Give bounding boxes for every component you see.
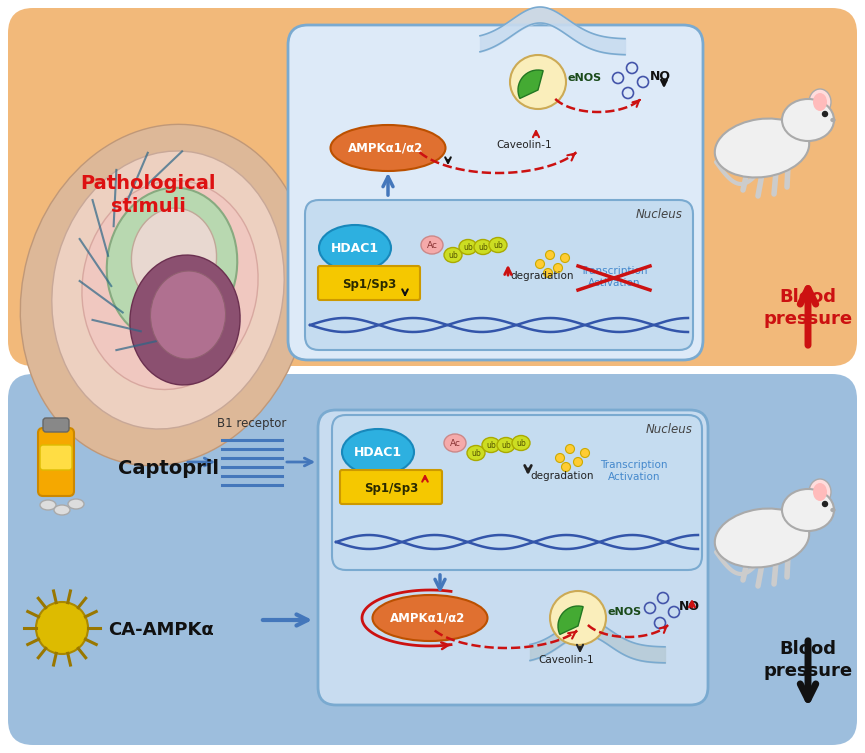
Text: CA-AMPKα: CA-AMPKα (108, 621, 214, 639)
Ellipse shape (831, 118, 835, 121)
Ellipse shape (131, 208, 216, 308)
Text: HDAC1: HDAC1 (331, 242, 379, 255)
Ellipse shape (561, 254, 569, 263)
Ellipse shape (130, 255, 240, 385)
Ellipse shape (52, 151, 285, 429)
Text: Ac: Ac (450, 438, 460, 447)
FancyBboxPatch shape (38, 428, 74, 496)
Text: Blood
pressure: Blood pressure (764, 640, 853, 680)
Ellipse shape (474, 239, 492, 255)
Ellipse shape (489, 237, 507, 252)
Ellipse shape (54, 505, 70, 515)
Ellipse shape (106, 187, 237, 343)
Ellipse shape (823, 111, 828, 117)
Text: Sp1/Sp3: Sp1/Sp3 (364, 481, 418, 495)
Text: ub: ub (471, 449, 481, 458)
Ellipse shape (319, 225, 391, 271)
Ellipse shape (68, 499, 84, 509)
Text: Nucleus: Nucleus (636, 208, 683, 221)
FancyBboxPatch shape (43, 418, 69, 432)
Ellipse shape (543, 269, 553, 278)
Text: Nucleus: Nucleus (646, 423, 693, 436)
FancyBboxPatch shape (288, 25, 703, 360)
Ellipse shape (714, 118, 810, 178)
Text: Caveolin-1: Caveolin-1 (497, 140, 552, 150)
Ellipse shape (823, 501, 828, 507)
Ellipse shape (714, 508, 810, 568)
FancyBboxPatch shape (318, 266, 420, 300)
Text: Transcription
Activation: Transcription Activation (600, 460, 668, 482)
Ellipse shape (330, 125, 445, 171)
Ellipse shape (782, 99, 834, 141)
Ellipse shape (421, 236, 443, 254)
Text: eNOS: eNOS (568, 73, 602, 83)
Ellipse shape (444, 248, 462, 263)
Ellipse shape (561, 462, 571, 471)
FancyBboxPatch shape (340, 470, 442, 504)
Ellipse shape (573, 458, 582, 467)
Ellipse shape (482, 437, 500, 453)
Ellipse shape (373, 595, 488, 641)
Text: HDAC1: HDAC1 (354, 446, 402, 459)
Ellipse shape (342, 429, 414, 475)
Text: Sp1/Sp3: Sp1/Sp3 (342, 278, 396, 291)
FancyBboxPatch shape (332, 415, 702, 570)
Text: ub: ub (463, 242, 473, 252)
Ellipse shape (151, 271, 226, 359)
Text: Ac: Ac (426, 240, 438, 249)
Ellipse shape (550, 591, 606, 645)
Ellipse shape (782, 489, 834, 531)
FancyBboxPatch shape (8, 8, 857, 366)
Text: NO: NO (679, 600, 700, 614)
Wedge shape (558, 606, 583, 635)
Ellipse shape (813, 93, 827, 111)
Text: ub: ub (478, 242, 488, 252)
Ellipse shape (444, 434, 466, 452)
Ellipse shape (555, 453, 565, 462)
FancyBboxPatch shape (305, 200, 693, 350)
Ellipse shape (512, 435, 530, 450)
Text: ub: ub (501, 441, 511, 450)
Text: AMPKα1/α2: AMPKα1/α2 (349, 142, 424, 154)
FancyBboxPatch shape (8, 374, 857, 745)
Text: degradation: degradation (510, 271, 573, 281)
Text: Pathological
stimuli: Pathological stimuli (80, 174, 215, 216)
Text: AMPKα1/α2: AMPKα1/α2 (390, 611, 465, 624)
Text: ub: ub (486, 441, 496, 450)
Text: Captopril: Captopril (118, 459, 219, 477)
Text: NO: NO (650, 69, 671, 83)
Text: degradation: degradation (530, 471, 593, 481)
Text: ub: ub (516, 438, 526, 447)
FancyBboxPatch shape (40, 445, 72, 470)
Ellipse shape (809, 89, 831, 115)
Ellipse shape (82, 181, 258, 389)
Text: Transcription
Activation: Transcription Activation (580, 266, 648, 288)
Ellipse shape (467, 446, 485, 461)
Ellipse shape (497, 437, 515, 453)
Wedge shape (518, 70, 543, 99)
Ellipse shape (809, 479, 831, 505)
Ellipse shape (535, 260, 544, 269)
Ellipse shape (36, 602, 88, 654)
Ellipse shape (554, 264, 562, 273)
Ellipse shape (459, 239, 477, 255)
Text: eNOS: eNOS (608, 607, 642, 617)
Ellipse shape (831, 508, 835, 511)
Ellipse shape (546, 251, 554, 260)
Ellipse shape (566, 444, 574, 453)
Text: ub: ub (448, 251, 458, 260)
Text: Caveolin-1: Caveolin-1 (538, 655, 593, 665)
FancyBboxPatch shape (318, 410, 708, 705)
Ellipse shape (813, 483, 827, 501)
Text: B1 receptor: B1 receptor (217, 417, 286, 430)
Text: Blood
pressure: Blood pressure (764, 288, 853, 328)
Ellipse shape (580, 449, 590, 458)
Ellipse shape (510, 55, 566, 109)
Ellipse shape (40, 500, 56, 510)
Ellipse shape (20, 124, 310, 465)
Text: ub: ub (493, 240, 503, 249)
